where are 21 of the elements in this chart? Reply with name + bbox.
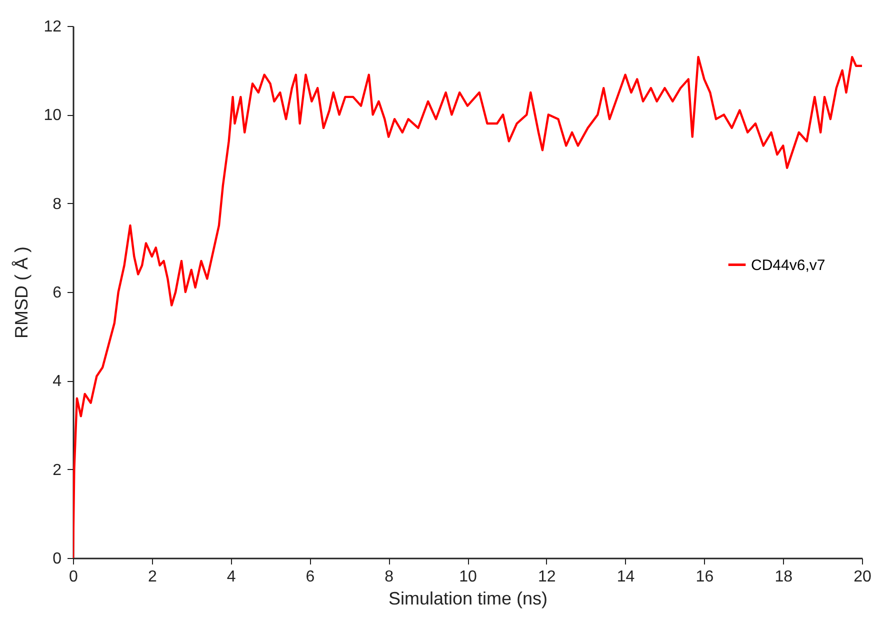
y-tick-label: 12 (44, 18, 62, 36)
x-tick-label: 20 (854, 568, 872, 586)
y-axis-title: RMSD ( Å ) (12, 246, 32, 338)
x-tick-label: 12 (538, 568, 556, 586)
y-tick-label: 2 (52, 462, 62, 479)
x-tick-label: 16 (696, 568, 714, 586)
x-axis-title: Simulation time (ns) (388, 588, 548, 608)
y-tick-label: 6 (52, 284, 62, 302)
y-tick-label: 0 (52, 550, 62, 568)
y-tick-label: 4 (52, 373, 62, 390)
x-tick-label: 6 (306, 568, 315, 586)
x-tick-label: 2 (148, 568, 157, 586)
legend-label: CD44v6,v7 (751, 256, 826, 274)
x-tick-label: 0 (69, 568, 78, 586)
y-tick-label: 8 (52, 196, 62, 213)
x-tick-label: 8 (384, 568, 394, 586)
y-tick-label: 10 (44, 107, 62, 124)
x-tick-label: 14 (616, 568, 635, 586)
x-tick-label: 10 (459, 568, 477, 586)
x-tick-label: 18 (774, 568, 793, 586)
x-tick-label: 4 (226, 568, 236, 586)
